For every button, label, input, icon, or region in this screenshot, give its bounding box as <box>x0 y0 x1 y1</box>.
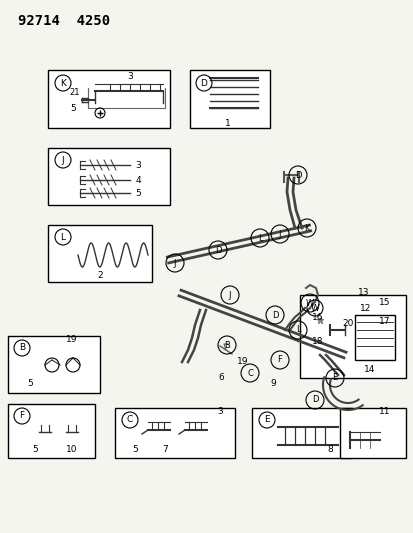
Bar <box>339 408 405 458</box>
Text: 18: 18 <box>311 337 323 346</box>
Text: C: C <box>247 368 252 377</box>
Text: 19: 19 <box>236 358 248 367</box>
Text: L: L <box>295 326 299 335</box>
Bar <box>115 408 235 458</box>
Text: 5: 5 <box>132 446 138 455</box>
Text: K: K <box>60 78 66 87</box>
Text: 20: 20 <box>341 319 353 327</box>
Text: F: F <box>277 356 282 365</box>
Bar <box>48 70 170 128</box>
Text: J: J <box>228 290 231 300</box>
Bar <box>354 315 394 360</box>
Text: 92714  4250: 92714 4250 <box>18 14 110 28</box>
Text: K: K <box>304 223 309 232</box>
Text: E: E <box>263 416 269 424</box>
Text: B: B <box>223 341 229 350</box>
Text: 14: 14 <box>363 366 375 375</box>
Text: C: C <box>126 416 133 424</box>
Text: E: E <box>332 374 337 383</box>
Text: D: D <box>311 395 318 405</box>
Bar <box>48 148 170 205</box>
Bar <box>299 295 405 378</box>
Text: 21: 21 <box>69 87 80 96</box>
Text: 9: 9 <box>269 378 275 387</box>
Text: 2: 2 <box>97 271 102 279</box>
Text: 11: 11 <box>378 408 390 416</box>
Bar <box>252 408 351 458</box>
Text: 3: 3 <box>216 408 222 416</box>
Text: 19: 19 <box>66 335 78 344</box>
Text: D: D <box>294 171 301 180</box>
Text: 5: 5 <box>70 103 76 112</box>
Text: 5: 5 <box>32 446 38 455</box>
Text: D: D <box>200 78 207 87</box>
Text: 15: 15 <box>378 297 390 306</box>
Text: W: W <box>305 298 313 308</box>
Bar <box>190 70 269 128</box>
Text: 3: 3 <box>135 160 140 169</box>
Text: 3: 3 <box>127 71 133 80</box>
Text: W: W <box>310 303 319 312</box>
Text: 7: 7 <box>162 446 167 455</box>
Text: 13: 13 <box>357 287 369 296</box>
Text: 10: 10 <box>66 446 78 455</box>
Text: L: L <box>60 232 65 241</box>
Text: 1: 1 <box>225 118 230 127</box>
Text: 17: 17 <box>378 318 390 327</box>
Bar <box>48 225 152 282</box>
Text: 4: 4 <box>135 175 140 184</box>
Text: B: B <box>19 343 25 352</box>
Text: D: D <box>271 311 278 319</box>
Text: D: D <box>214 246 221 254</box>
Text: 5: 5 <box>135 189 140 198</box>
Text: J: J <box>278 230 280 238</box>
Bar <box>8 404 95 458</box>
Text: J: J <box>173 259 176 268</box>
Text: 8: 8 <box>326 446 332 455</box>
Text: 16: 16 <box>311 313 323 322</box>
Text: 5: 5 <box>27 379 33 389</box>
Text: 12: 12 <box>359 303 370 312</box>
Bar <box>8 336 100 393</box>
Text: 6: 6 <box>218 374 223 383</box>
Text: F: F <box>19 411 24 421</box>
Text: L: L <box>257 233 262 243</box>
Text: J: J <box>62 156 64 165</box>
